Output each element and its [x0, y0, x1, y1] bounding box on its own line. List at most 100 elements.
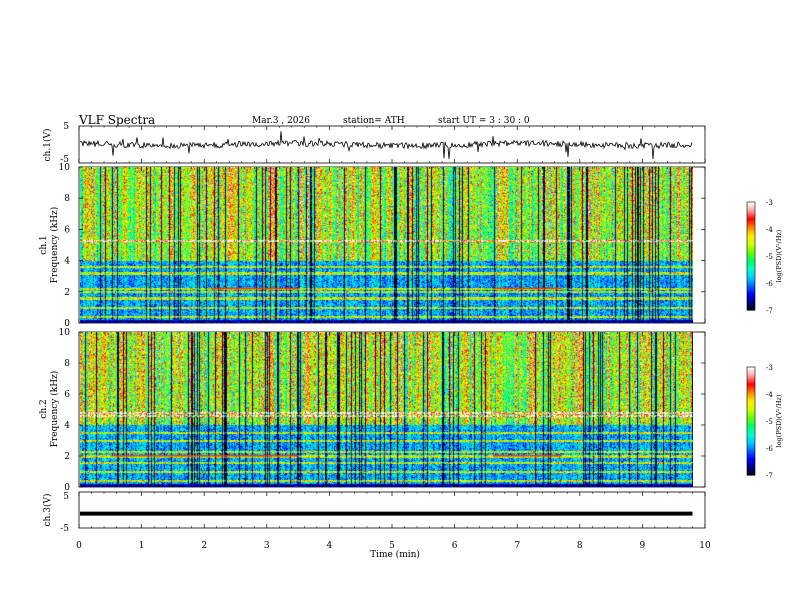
ch2-spec-ylabel-channel: ch.2	[39, 399, 49, 418]
colorbar-swatch	[747, 304, 755, 307]
colorbar-swatch	[747, 261, 755, 264]
colorbar-swatch	[747, 428, 755, 431]
colorbar-swatch	[747, 395, 755, 399]
colorbar-swatch	[747, 372, 755, 375]
colorbar-swatch	[747, 288, 755, 291]
colorbar-tick-label: -7	[766, 472, 773, 480]
colorbar-tick-label: -5	[766, 253, 773, 261]
colorbar-swatch	[747, 421, 755, 424]
x-tick-label: 9	[640, 541, 646, 551]
colorbar-swatch	[747, 212, 755, 216]
colorbar-swatch	[747, 301, 755, 304]
colorbar-swatch	[747, 381, 755, 384]
colorbar-swatch	[747, 383, 755, 386]
colorbar-swatch	[747, 214, 755, 217]
colorbar-swatch	[747, 202, 755, 205]
colorbar-swatch	[747, 422, 755, 426]
y-tick-label: 8	[64, 194, 70, 204]
ch2-spec-yticks: 0 2 4 6 8 10	[59, 328, 705, 493]
x-tick-label: 10	[699, 541, 711, 551]
ch3-waveform-ylabel: ch.3(V)	[42, 494, 53, 527]
y-tick-label: 2	[64, 288, 70, 298]
colorbar-swatch	[747, 234, 755, 237]
colorbar-swatch	[747, 404, 755, 408]
colorbar-swatch	[747, 413, 755, 417]
colorbar-swatch	[747, 397, 755, 400]
date-label: Mar.3 , 2026	[252, 116, 310, 126]
colorbar-swatch	[747, 451, 755, 454]
colorbar-swatch	[747, 266, 755, 270]
colorbar-swatch	[747, 292, 755, 295]
colorbar-swatch	[747, 270, 755, 273]
colorbar-swatch	[747, 274, 755, 277]
colorbar-tick-label: -4	[766, 391, 773, 399]
colorbar-swatch	[747, 377, 755, 381]
colorbar-swatch	[747, 433, 755, 436]
y-tick-label: 4	[64, 257, 70, 267]
ch3-ytick-bottom: -5	[60, 524, 69, 534]
ch2-spectrogram-image	[80, 332, 693, 487]
colorbar-tick-label: -4	[766, 226, 773, 234]
colorbar-swatch	[747, 295, 755, 298]
x-tick-label: 3	[264, 541, 270, 551]
colorbar-swatch	[747, 284, 755, 288]
x-tick-label: 0	[76, 541, 82, 551]
colorbar-swatch	[747, 203, 755, 207]
colorbar-swatch	[747, 440, 755, 444]
colorbar-swatch	[747, 448, 755, 451]
colorbar-swatch	[747, 426, 755, 429]
x-tick-label: 2	[201, 541, 207, 551]
colorbar-label: log(PSD)(V²/Hz)	[775, 394, 783, 447]
colorbar-swatch	[747, 444, 755, 447]
x-axis-label: Time (min)	[370, 549, 420, 560]
colorbar-swatch	[747, 277, 755, 280]
colorbar-swatch	[747, 283, 755, 286]
colorbar-swatch	[747, 268, 755, 271]
colorbar-swatch	[747, 370, 755, 373]
colorbar-swatch	[747, 257, 755, 261]
colorbar-swatch	[747, 390, 755, 393]
colorbar-swatch	[747, 406, 755, 409]
ch1-ytick-top: 5	[63, 122, 69, 132]
colorbar-swatch	[747, 299, 755, 302]
colorbar-swatch	[747, 218, 755, 221]
colorbar-swatch	[747, 467, 755, 471]
colorbar-swatch	[747, 216, 755, 219]
colorbar-tick-label: -6	[766, 445, 773, 453]
colorbar-swatch	[747, 221, 755, 225]
colorbar-swatch	[747, 466, 755, 469]
colorbar-swatch	[747, 248, 755, 252]
colorbar-swatch	[747, 403, 755, 406]
colorbar-swatch	[747, 252, 755, 255]
y-tick-label: 0	[64, 319, 70, 329]
ch1-waveform-ylabel: ch.1(V)	[42, 129, 53, 162]
colorbar-swatch	[747, 229, 755, 232]
colorbar-swatch	[747, 281, 755, 284]
colorbar-swatch	[747, 205, 755, 208]
y-tick-label: 10	[59, 328, 71, 338]
colorbar-swatch	[747, 290, 755, 293]
ch3-panel-frame	[78, 491, 706, 529]
colorbar-swatch	[747, 259, 755, 262]
colorbar-swatch	[747, 462, 755, 465]
colorbar-swatch	[747, 410, 755, 413]
colorbar-swatch	[747, 417, 755, 420]
colorbar-swatch	[747, 442, 755, 445]
colorbar-swatch	[747, 471, 755, 474]
colorbar-swatch	[747, 415, 755, 418]
colorbar-swatch	[747, 227, 755, 230]
y-tick-label: 6	[64, 390, 70, 400]
colorbar-swatch	[747, 394, 755, 397]
colorbar-swatch	[747, 386, 755, 390]
x-axis-ticks: 0 1 2 3 4 5 6 7 8 9 10	[76, 126, 711, 551]
x-tick-label: 8	[577, 541, 583, 551]
colorbar-tick-label: -3	[766, 199, 773, 207]
colorbar-swatch	[747, 399, 755, 402]
ch1-spec-yticks: 0 2 4 6 8 10	[59, 163, 705, 329]
colorbar-swatch	[747, 302, 755, 306]
y-tick-label: 10	[59, 163, 71, 173]
colorbar-swatch	[747, 275, 755, 279]
colorbar-swatch	[747, 458, 755, 462]
colorbar-swatch	[747, 286, 755, 289]
